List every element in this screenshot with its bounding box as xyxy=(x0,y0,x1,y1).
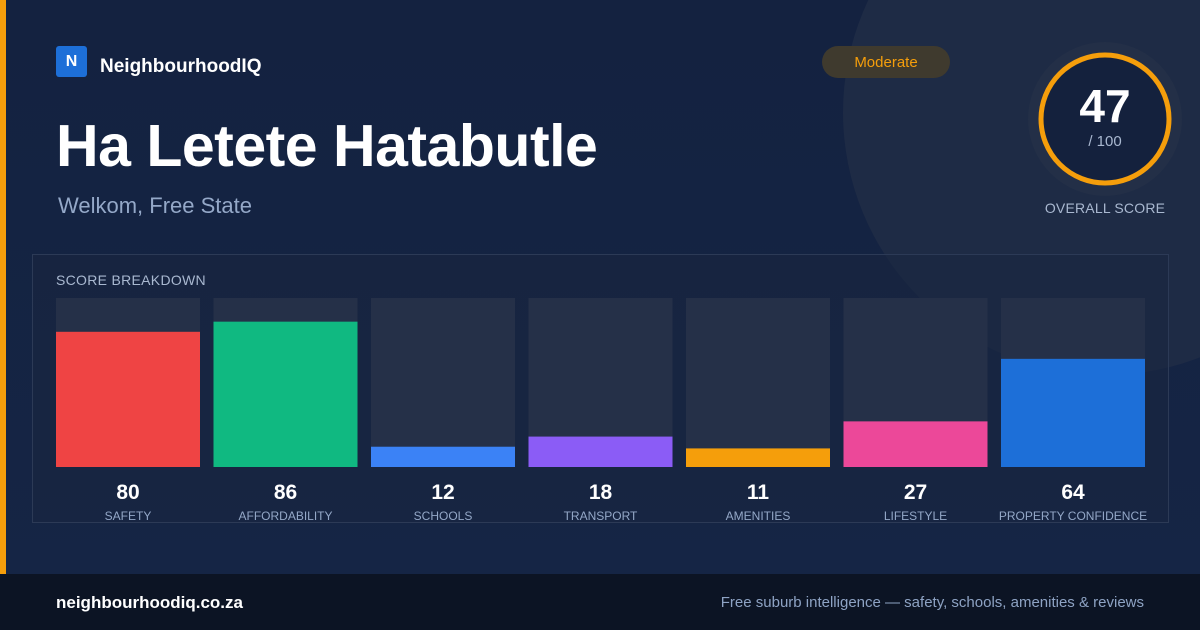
bar-property-confidence xyxy=(1001,358,1145,467)
bar-category-label: LIFESTYLE xyxy=(884,509,947,522)
page-title: Ha Letete Hatabutle xyxy=(56,113,598,179)
bar-lifestyle xyxy=(843,421,988,467)
bar-value-label: 12 xyxy=(431,481,454,504)
location-subtitle: Welkom, Free State xyxy=(58,193,252,218)
rating-badge: Moderate xyxy=(822,46,950,78)
score-breakdown-title: SCORE BREAKDOWN xyxy=(56,272,206,288)
footer-tagline: Free suburb intelligence — safety, schoo… xyxy=(720,594,1144,611)
bar-safety xyxy=(56,331,200,467)
bar-value-label: 18 xyxy=(589,481,613,504)
overall-score-value: 47 xyxy=(1079,80,1131,132)
brand-name: NeighbourhoodIQ xyxy=(100,55,262,77)
bar-category-label: SAFETY xyxy=(105,509,152,522)
overall-score-caption: OVERALL SCORE xyxy=(1044,200,1166,216)
bar-track xyxy=(686,298,830,467)
bar-amenities xyxy=(686,448,830,467)
bar-value-label: 11 xyxy=(747,481,770,504)
overall-score-ring: 47 / 100 xyxy=(1027,41,1183,197)
bar-transport xyxy=(528,436,673,467)
bar-affordability xyxy=(213,321,358,467)
score-ring-inner xyxy=(1041,55,1169,183)
bar-category-label: PROPERTY CONFIDENCE xyxy=(999,509,1147,522)
brand-logo-icon: N xyxy=(56,46,87,77)
footer-site-link[interactable]: neighbourhoodiq.co.za xyxy=(56,593,243,612)
score-ring-stroke xyxy=(1038,52,1172,186)
bar-value-label: 86 xyxy=(274,481,297,504)
bar-value-label: 64 xyxy=(1061,481,1085,504)
bar-schools xyxy=(371,446,515,467)
accent-bar xyxy=(0,0,6,574)
footer: neighbourhoodiq.co.za Free suburb intell… xyxy=(0,574,1200,630)
score-breakdown-chart: 80 SAFETY 86 AFFORDABILITY 12 SCHOOLS 18 TRANSP… xyxy=(56,298,1147,522)
share-card: N NeighbourhoodIQ Ha Letete Hatabutle We… xyxy=(0,0,1200,574)
score-ring-graphic xyxy=(1028,42,1182,196)
bar-track xyxy=(371,298,515,467)
bar-category-label: TRANSPORT xyxy=(564,509,638,522)
bar-category-label: AMENITIES xyxy=(726,509,791,522)
brand: N NeighbourhoodIQ xyxy=(56,46,261,77)
overall-score-max: / 100 xyxy=(1088,133,1122,150)
score-breakdown-panel: SCORE BREAKDOWN 80 SAFETY 86 AFFORDABILITY 1… xyxy=(32,254,1169,523)
bar-category-label: AFFORDABILITY xyxy=(238,509,332,522)
bar-value-label: 80 xyxy=(116,481,139,504)
bar-category-label: SCHOOLS xyxy=(414,509,473,522)
bar-value-label: 27 xyxy=(904,481,927,504)
